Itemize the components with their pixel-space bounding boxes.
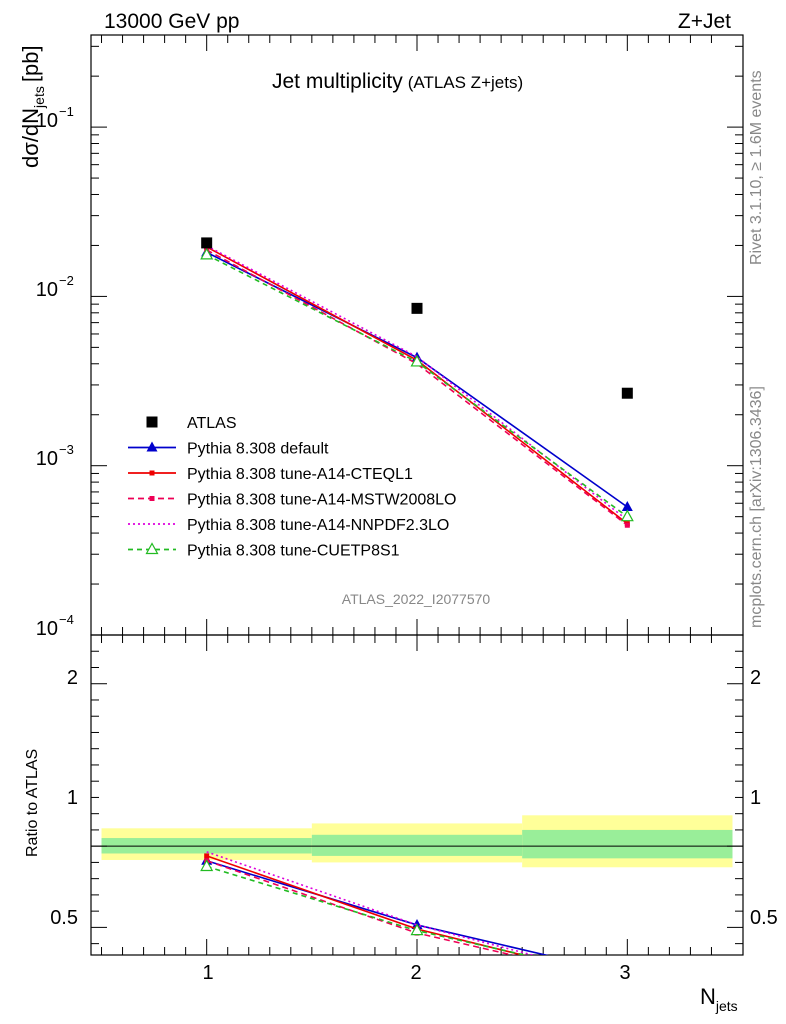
data-point	[201, 237, 213, 249]
mcplots-label: mcplots.cern.ch [arXiv:1306.3436]	[748, 386, 765, 628]
ratio-band-inner	[522, 829, 733, 859]
legend-swatch-marker	[149, 470, 155, 476]
x-tick-label: 1	[202, 962, 213, 984]
svg-text:Njets: Njets	[700, 984, 738, 1014]
ratio-plot-frame	[90, 634, 744, 956]
y-tick-label: 10	[36, 279, 58, 301]
rivet-version-label: Rivet 3.1.10, ≥ 1.6M events	[748, 70, 765, 265]
legend-label: ATLAS	[187, 415, 237, 432]
y-axis-label-sub: jets	[31, 86, 47, 109]
ratio-axis-title: Ratio to ATLAS	[24, 749, 41, 857]
ratio-series-point	[410, 923, 424, 936]
x-tick-label: 2	[410, 962, 421, 984]
y-axis-title: dσ/dNjets [pb]	[18, 45, 47, 168]
series-line	[206, 245, 628, 521]
y-tick-labels: 10 −1 10 −2 10 −3 10 −4	[36, 104, 74, 640]
ratio-band-inner	[311, 834, 523, 856]
ratio-tick-label-right: 1	[750, 787, 761, 809]
legend-label: Pythia 8.308 tune-A14-CTEQL1	[187, 466, 413, 483]
x-axis-label-sub: jets	[715, 998, 738, 1014]
ratio-tick-label: 0.5	[50, 907, 78, 929]
y-tick-label: 10	[36, 110, 58, 132]
analysis-id-watermark: ATLAS_2022_I2077570	[342, 591, 491, 607]
ratio-tick-label: 1	[67, 787, 78, 809]
series-line	[206, 249, 628, 526]
series-point	[624, 522, 630, 528]
axis-ticks	[91, 35, 743, 955]
data-point	[621, 387, 633, 399]
ratio-series-point	[200, 859, 214, 872]
chart-title-main: Jet multiplicity	[272, 70, 403, 93]
legend-label: Pythia 8.308 default	[187, 441, 329, 458]
chart-subtitle: (ATLAS Z+jets)	[408, 73, 523, 92]
svg-text:dσ/dNjets[pb]: dσ/dNjets [pb]	[18, 45, 47, 168]
legend-swatch-marker	[145, 542, 159, 555]
series-point	[410, 354, 424, 367]
chart-title: Jet multiplicity (ATLAS Z+jets)	[272, 70, 523, 93]
x-tick-label: 3	[619, 962, 630, 984]
y-tick-label: 10	[36, 618, 58, 640]
series-point	[200, 247, 214, 260]
y-tick-exponent: −4	[59, 612, 74, 627]
y-tick-exponent: −2	[59, 273, 74, 288]
legend-label: Pythia 8.308 tune-A14-MSTW2008LO	[187, 492, 456, 509]
ratio-tick-labels: 0.5 1 2 0.5 1 2	[50, 667, 778, 929]
y-axis-label: dσ/dN	[18, 108, 43, 168]
series-point	[620, 509, 634, 522]
series-point	[621, 501, 633, 512]
legend-swatch-marker	[146, 416, 158, 428]
y-axis-unit: [pb]	[18, 45, 43, 82]
ratio-series-point	[204, 853, 210, 859]
main-plot-series	[200, 237, 634, 528]
legend-swatch-marker	[149, 496, 155, 501]
legend-label: Pythia 8.308 tune-CUETP8S1	[187, 543, 400, 560]
process-label: Z+Jet	[678, 10, 731, 33]
y-tick-label: 10	[36, 448, 58, 470]
ratio-tick-label: 2	[67, 667, 78, 689]
y-tick-exponent: −1	[59, 104, 74, 119]
ratio-uncertainty-bands	[91, 815, 743, 868]
x-axis-label: N	[700, 984, 716, 1009]
data-point	[411, 302, 423, 314]
x-tick-labels: 1 2 3	[202, 962, 630, 984]
ratio-tick-label-right: 2	[750, 667, 761, 689]
legend-swatch-marker	[146, 441, 158, 452]
y-tick-exponent: −3	[59, 442, 74, 457]
legend: ATLAS Pythia 8.308 default Pythia 8.308 tu…	[128, 415, 456, 560]
ratio-tick-label-right: 0.5	[750, 907, 778, 929]
ratio-series-line	[206, 851, 536, 955]
energy-label: 13000 GeV pp	[104, 10, 239, 33]
legend-label: Pythia 8.308 tune-A14-NNPDF2.3LO	[187, 517, 449, 534]
ratio-plot-series	[200, 851, 549, 955]
